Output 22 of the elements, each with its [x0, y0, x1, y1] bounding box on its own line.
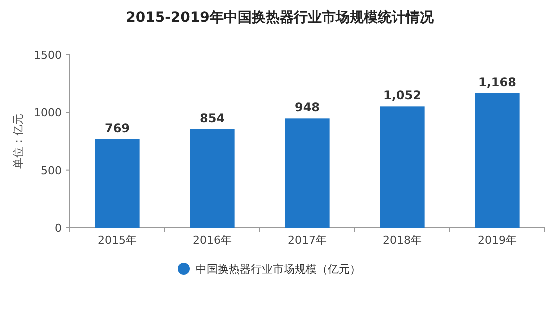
data-label: 854: [200, 112, 226, 126]
y-tick-label: 0: [55, 222, 62, 235]
data-label: 769: [104, 121, 130, 136]
y-tick-label: 500: [41, 164, 62, 178]
x-tick-label: 2016年: [193, 234, 232, 247]
bar: [380, 106, 425, 228]
x-tick-label: 2015年: [98, 234, 137, 247]
data-label: 1,052: [384, 88, 422, 103]
bar: [95, 139, 140, 228]
bar: [475, 93, 520, 228]
bar: [190, 130, 235, 228]
data-label: 948: [294, 100, 320, 115]
data-label: 1,168: [478, 75, 516, 90]
x-tick-label: 2017年: [288, 234, 327, 247]
x-tick-label: 2018年: [383, 234, 422, 247]
bar: [285, 118, 330, 228]
chart-title: 2015-2019年中国换热器行业市场规模统计情况: [126, 9, 435, 26]
y-tick-label: 1500: [34, 49, 62, 62]
x-tick-label: 2019年: [478, 234, 517, 247]
y-axis-title: 单位：亿元: [12, 114, 25, 169]
y-tick-label: 1000: [34, 106, 62, 120]
legend-label: 中国换热器行业市场规模（亿元）: [196, 263, 361, 276]
